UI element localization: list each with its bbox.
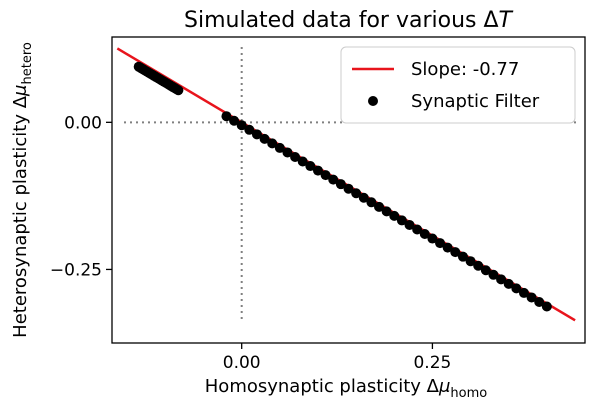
- scatter-point: [381, 206, 392, 217]
- scatter-point: [419, 229, 430, 240]
- y-axis-ticks: 0.00 −0.25: [50, 113, 112, 280]
- scatter-point: [465, 256, 476, 267]
- y-axis-label: Heterosynaptic plasticity Δμhetero: [10, 42, 35, 338]
- scatter-point: [457, 251, 468, 262]
- scatter-point: [351, 188, 362, 199]
- scatter-point: [297, 156, 308, 167]
- scatter-point: [541, 301, 552, 312]
- scatter-point: [312, 165, 323, 176]
- scatter-point: [534, 296, 545, 307]
- scatter-point: [480, 265, 491, 276]
- scatter-point: [412, 224, 423, 235]
- scatter-point: [320, 170, 331, 181]
- scatter-point: [259, 133, 270, 144]
- scatter-point: [435, 238, 446, 249]
- scatter-point: [442, 242, 453, 253]
- x-tick-label: 0.25: [413, 353, 451, 373]
- scatter-point: [374, 201, 385, 212]
- scatter-point: [427, 233, 438, 244]
- scatter-point: [473, 260, 484, 271]
- scatter-point: [366, 197, 377, 208]
- scatter-point: [282, 147, 293, 158]
- scatter-point: [236, 120, 247, 131]
- scatter-point: [404, 219, 415, 230]
- chart-title: Simulated data for various ΔT: [184, 8, 514, 33]
- scatter-point: [251, 129, 262, 140]
- x-axis-label: Homosynaptic plasticity Δμhomo: [205, 376, 488, 401]
- scatter-point: [335, 179, 346, 190]
- scatter-point: [244, 124, 255, 135]
- scatter-point: [358, 192, 369, 203]
- scatter-point: [503, 278, 514, 289]
- scatter-point: [274, 142, 285, 153]
- legend-fit-line-label: Slope: -0.77: [411, 59, 519, 80]
- y-tick-label: 0.00: [64, 113, 102, 133]
- scatter-point: [229, 115, 240, 126]
- scatter-point: [305, 161, 316, 172]
- scatter-point: [396, 215, 407, 226]
- scatter-point: [511, 283, 522, 294]
- y-tick-label: −0.25: [50, 260, 102, 280]
- scatter-point: [221, 111, 232, 122]
- scatter-point: [518, 287, 529, 298]
- scatter-point: [389, 210, 400, 221]
- legend: Slope: -0.77 Synaptic Filter: [340, 46, 576, 124]
- plot-frame: [111, 36, 586, 344]
- scatter-point: [488, 269, 499, 280]
- scatter-point: [450, 247, 461, 258]
- scatter-point: [526, 292, 537, 303]
- scatter-points: [133, 61, 552, 312]
- scatter-point: [173, 85, 184, 96]
- legend-scatter-swatch: [368, 96, 378, 106]
- scatter-point: [496, 274, 507, 285]
- legend-scatter-label: Synaptic Filter: [411, 91, 540, 112]
- scatter-point: [290, 151, 301, 162]
- x-axis-ticks: 0.00 0.25: [223, 343, 451, 373]
- scatter-point: [343, 183, 354, 194]
- scatter-point: [267, 138, 278, 149]
- scatter-point: [328, 174, 339, 185]
- legend-box: [340, 46, 576, 124]
- x-tick-label: 0.00: [223, 353, 261, 373]
